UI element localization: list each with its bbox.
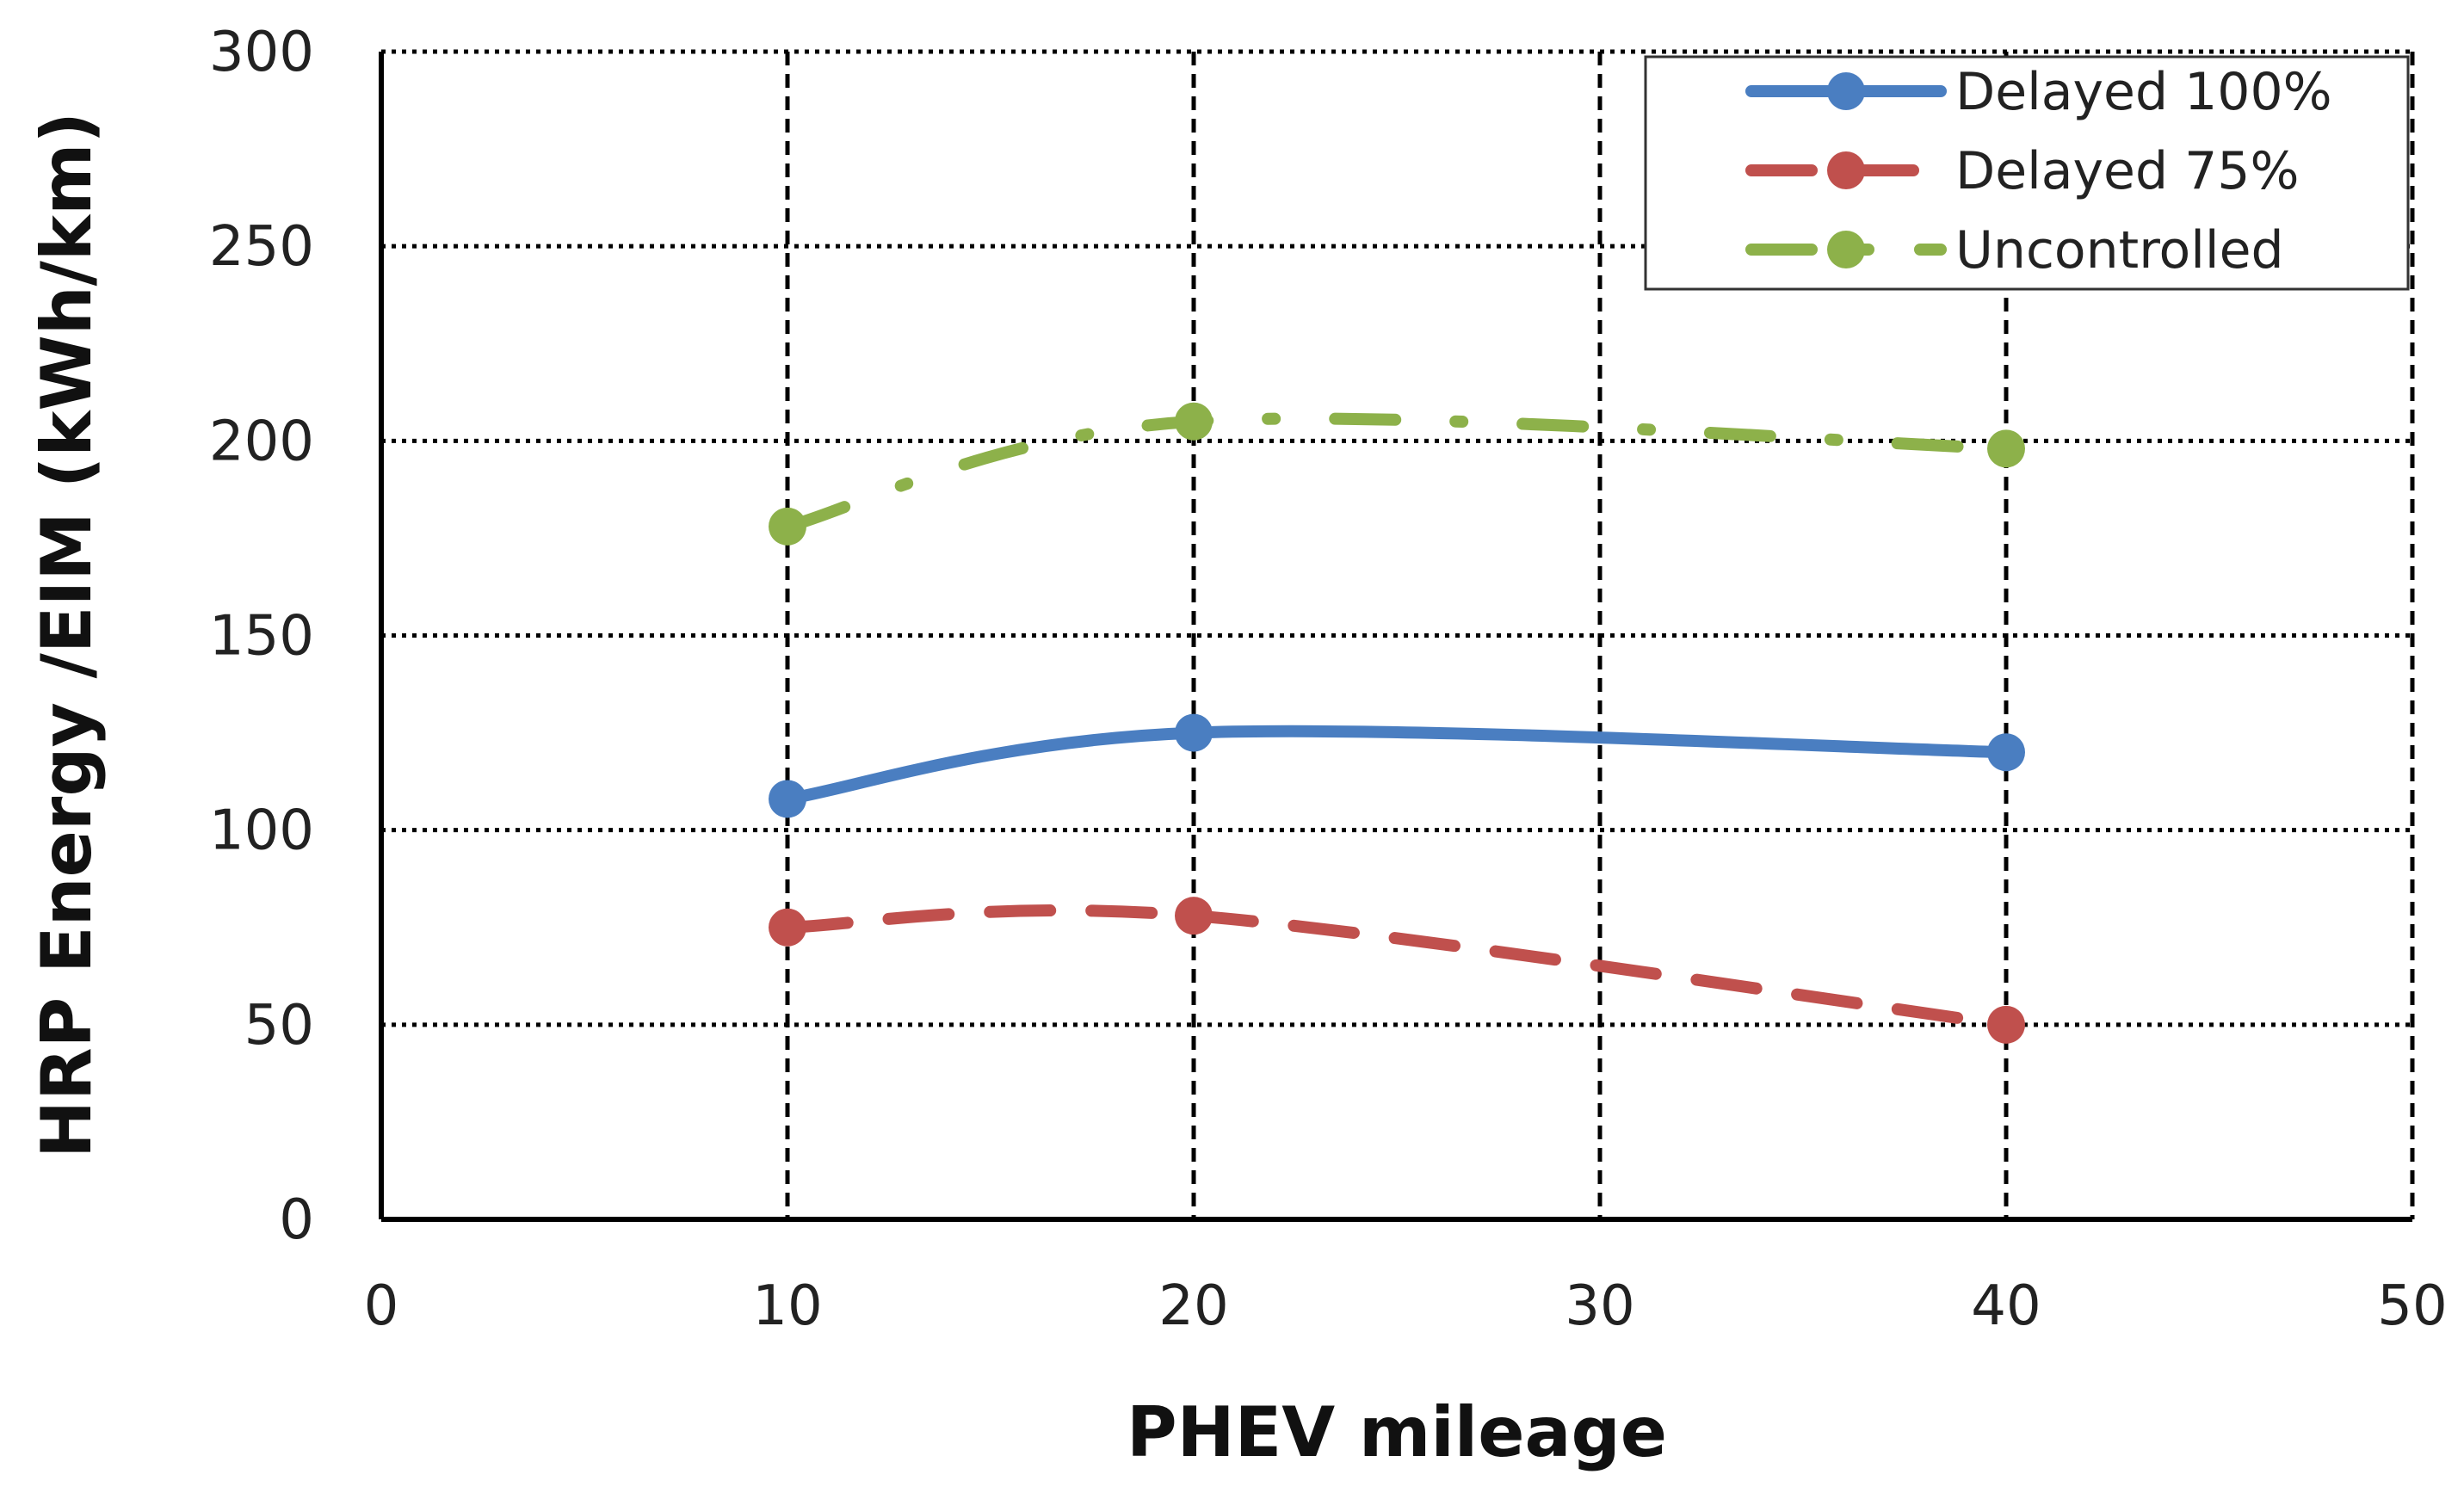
series: [769, 402, 2025, 1044]
data-point-uncontrolled-x20: [1175, 402, 1213, 441]
x-tick-label-10: 10: [752, 1274, 822, 1338]
y-tick-label-0: 0: [279, 1188, 314, 1252]
series-delayed-100-pct: [769, 713, 2025, 818]
x-tick-label-20: 20: [1158, 1274, 1228, 1338]
y-tick-label-300: 300: [209, 21, 314, 84]
legend-item-uncontrolled: Uncontrolled: [1745, 220, 2284, 281]
data-point-delayed-100-pct-x10: [769, 780, 806, 818]
legend-label: Delayed 75%: [1955, 141, 2300, 201]
y-tick-label-250: 250: [209, 215, 314, 279]
y-tick-label-200: 200: [209, 410, 314, 473]
series-line-uncontrolled: [781, 412, 2012, 533]
x-tick-label-50: 50: [2377, 1274, 2447, 1338]
legend-item-delayed-75-pct: Delayed 75%: [1745, 141, 2300, 201]
tick-labels: 0 50 100 150 200 250 300 0 10 20 30 40 50: [209, 21, 2448, 1338]
x-tick-label-30: 30: [1565, 1274, 1634, 1338]
data-point-delayed-75-pct-x40: [1987, 1005, 2025, 1044]
series-line-delayed-75-pct: [781, 904, 2012, 1031]
data-point-uncontrolled-x10: [769, 507, 806, 546]
y-tick-label-50: 50: [244, 994, 314, 1058]
y-tick-label-100: 100: [209, 799, 314, 863]
series-uncontrolled: [769, 402, 2025, 546]
x-tick-label-40: 40: [1971, 1274, 2041, 1338]
series-line-delayed-100-pct: [781, 725, 2012, 805]
legend-swatch-marker: [1827, 151, 1865, 189]
data-point-delayed-75-pct-x20: [1175, 897, 1213, 935]
x-tick-label-0: 0: [364, 1274, 399, 1338]
data-point-delayed-75-pct-x10: [769, 908, 806, 947]
y-tick-label-150: 150: [209, 605, 314, 669]
series-delayed-75-pct: [769, 897, 2025, 1044]
legend-swatch-marker: [1827, 72, 1865, 110]
y-axis-title: HRP Energy /EIM (kWh/km): [27, 112, 107, 1158]
legend-label: Delayed 100%: [1955, 62, 2332, 122]
legend-item-delayed-100-pct: Delayed 100%: [1745, 62, 2332, 122]
legend-swatch-marker: [1827, 231, 1865, 268]
x-axis-title: PHEV mileage: [1127, 1392, 1667, 1472]
data-point-delayed-100-pct-x20: [1175, 713, 1213, 752]
legend-label: Uncontrolled: [1955, 220, 2284, 281]
legend: Delayed 100% Delayed 75% Uncontrolled: [1644, 55, 2410, 291]
data-point-uncontrolled-x40: [1987, 429, 2025, 468]
axes: [379, 52, 2412, 1222]
data-point-delayed-100-pct-x40: [1987, 733, 2025, 772]
